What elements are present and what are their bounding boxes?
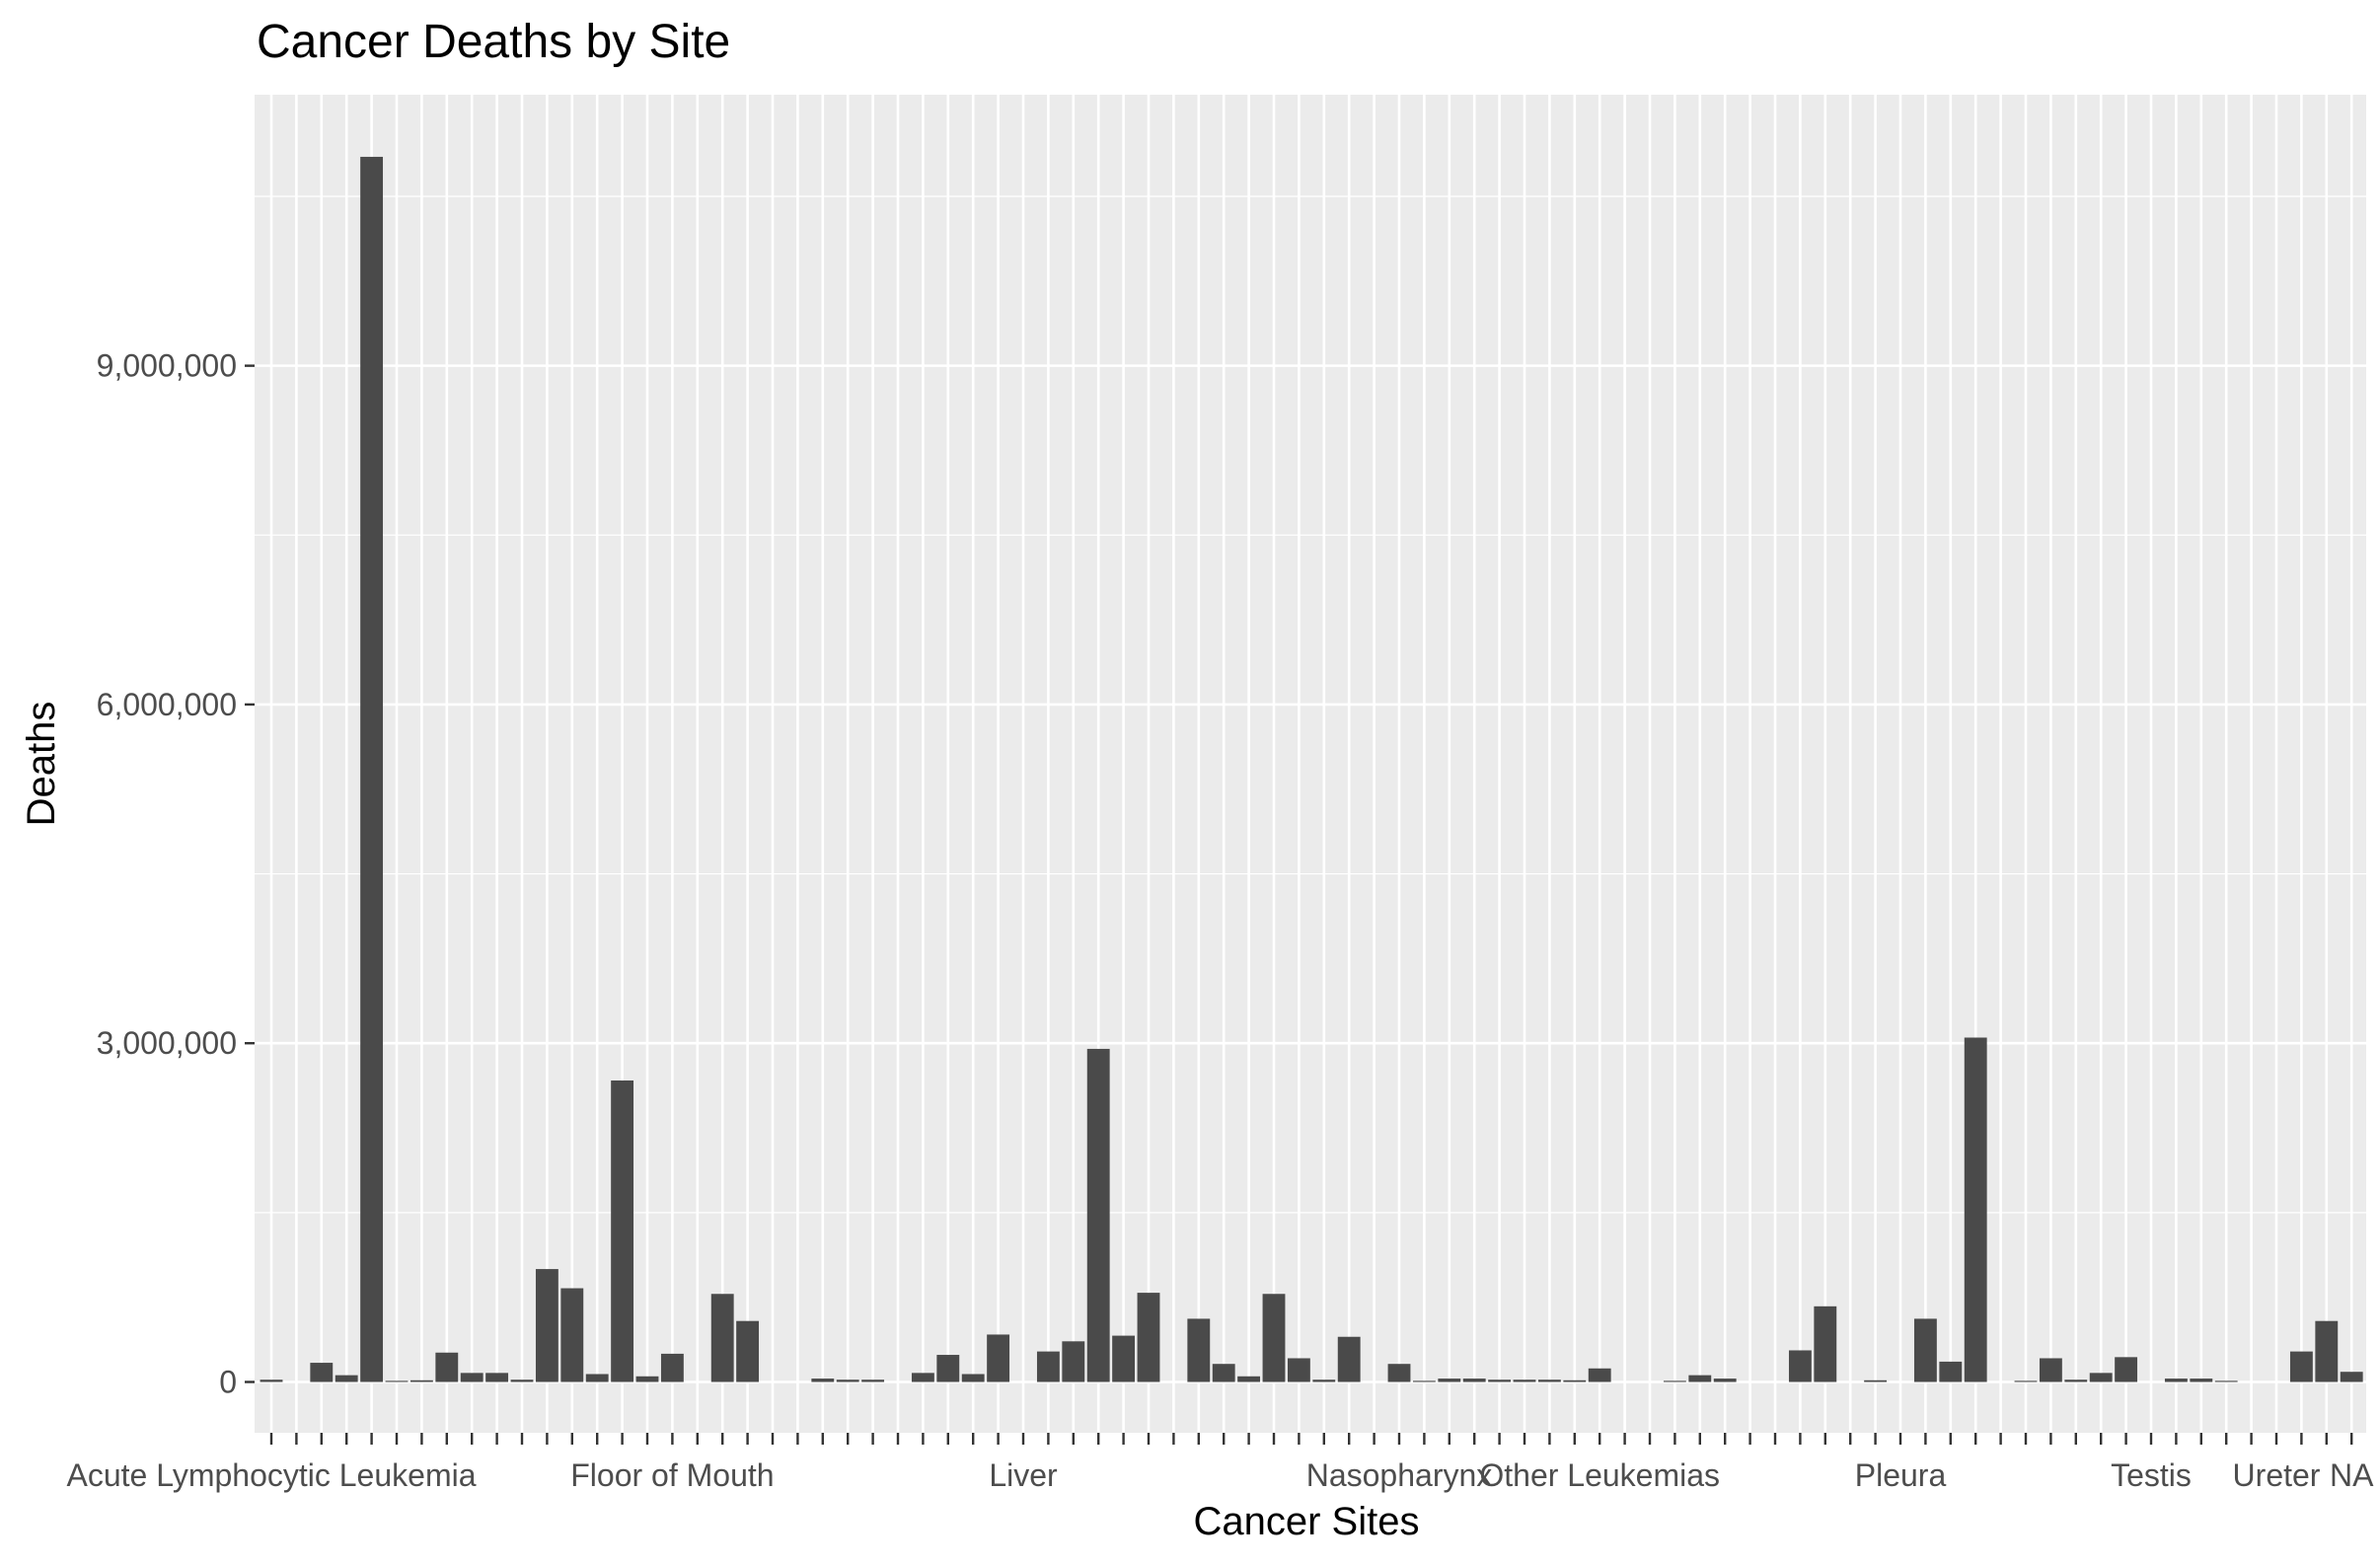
bar (1488, 1380, 1512, 1382)
bar (2089, 1373, 2113, 1382)
x-tick-label: Ureter (2233, 1457, 2321, 1493)
bar (2214, 1380, 2238, 1382)
x-tick-label: Testis (2111, 1457, 2192, 1493)
x-tick-label: Other Leukemias (1479, 1457, 1720, 1493)
x-tick-label: Floor of Mouth (570, 1457, 774, 1493)
bar (1187, 1318, 1211, 1382)
bar (1387, 1364, 1411, 1382)
bar (310, 1363, 334, 1382)
bar (1663, 1380, 1686, 1382)
x-axis-title: Cancer Sites (1194, 1500, 1420, 1543)
bar (2014, 1380, 2038, 1382)
bar (1062, 1341, 1085, 1382)
bar (409, 1380, 433, 1382)
x-tick-label: Nasopharynx (1306, 1457, 1493, 1493)
bar (736, 1320, 760, 1382)
bar (987, 1334, 1010, 1382)
bar (911, 1373, 934, 1382)
y-tick-label: 3,000,000 (97, 1025, 237, 1061)
bar (1713, 1379, 1737, 1382)
bar (2164, 1379, 2188, 1382)
bar (1588, 1368, 1611, 1382)
bar (961, 1374, 985, 1382)
bar (260, 1380, 283, 1382)
bar (360, 156, 384, 1382)
grid-lines (255, 95, 2366, 1433)
y-tick-label: 0 (219, 1365, 237, 1400)
bar (560, 1288, 584, 1382)
bar (861, 1380, 885, 1382)
bar (1788, 1350, 1812, 1382)
bar (510, 1380, 534, 1382)
bars (260, 156, 2363, 1382)
bar (1462, 1379, 1486, 1382)
bar (1112, 1335, 1136, 1382)
bar (1086, 1048, 1110, 1382)
bar (1913, 1318, 1937, 1382)
bar (1412, 1380, 1436, 1382)
bar (460, 1373, 483, 1382)
bar (2315, 1320, 2339, 1382)
bar (1036, 1351, 1060, 1382)
bar (2115, 1357, 2138, 1382)
x-tick-label: Acute Lymphocytic Leukemia (66, 1457, 476, 1493)
bar (1287, 1358, 1310, 1382)
x-tick-label: Pleura (1855, 1457, 1947, 1493)
bar (811, 1379, 835, 1382)
bar (585, 1374, 609, 1382)
bar (1814, 1305, 1837, 1382)
bar (1964, 1037, 1987, 1382)
bar (611, 1080, 634, 1382)
bar (2289, 1351, 2313, 1382)
y-axis-title: Deaths (20, 702, 63, 827)
y-tick-label: 6,000,000 (97, 687, 237, 722)
chart-title: Cancer Deaths by Site (257, 16, 730, 68)
bar (2064, 1380, 2088, 1382)
bar (335, 1375, 358, 1382)
bar (635, 1376, 659, 1382)
bar (1137, 1293, 1160, 1382)
bar (2039, 1358, 2062, 1382)
bar (1939, 1361, 1963, 1382)
bar (1537, 1380, 1561, 1382)
bar (435, 1352, 459, 1382)
x-tick-label: Liver (989, 1457, 1058, 1493)
bar (1312, 1380, 1336, 1382)
bar (2190, 1379, 2213, 1382)
plot-panel (255, 95, 2366, 1433)
bar (1212, 1364, 1235, 1382)
y-tick-label: 9,000,000 (97, 348, 237, 384)
bar (535, 1269, 558, 1382)
x-tick-label: NA (2330, 1457, 2374, 1493)
bar (1563, 1380, 1587, 1382)
bar (1337, 1336, 1361, 1382)
x-axis: Acute Lymphocytic Leukemia Floor of Mouth… (66, 1433, 2374, 1493)
bar (1438, 1379, 1461, 1382)
bar (836, 1380, 859, 1382)
bar (936, 1355, 960, 1382)
y-axis: 0 3,000,000 6,000,000 9,000,000 (97, 348, 255, 1400)
bar (1237, 1376, 1261, 1382)
bar (385, 1380, 409, 1382)
bar (710, 1294, 734, 1382)
bar (1688, 1375, 1712, 1382)
bar (2340, 1372, 2363, 1382)
bar (485, 1373, 509, 1382)
bar (1513, 1380, 1536, 1382)
bar (660, 1353, 684, 1382)
bar (1864, 1380, 1888, 1382)
bar (1262, 1294, 1286, 1382)
